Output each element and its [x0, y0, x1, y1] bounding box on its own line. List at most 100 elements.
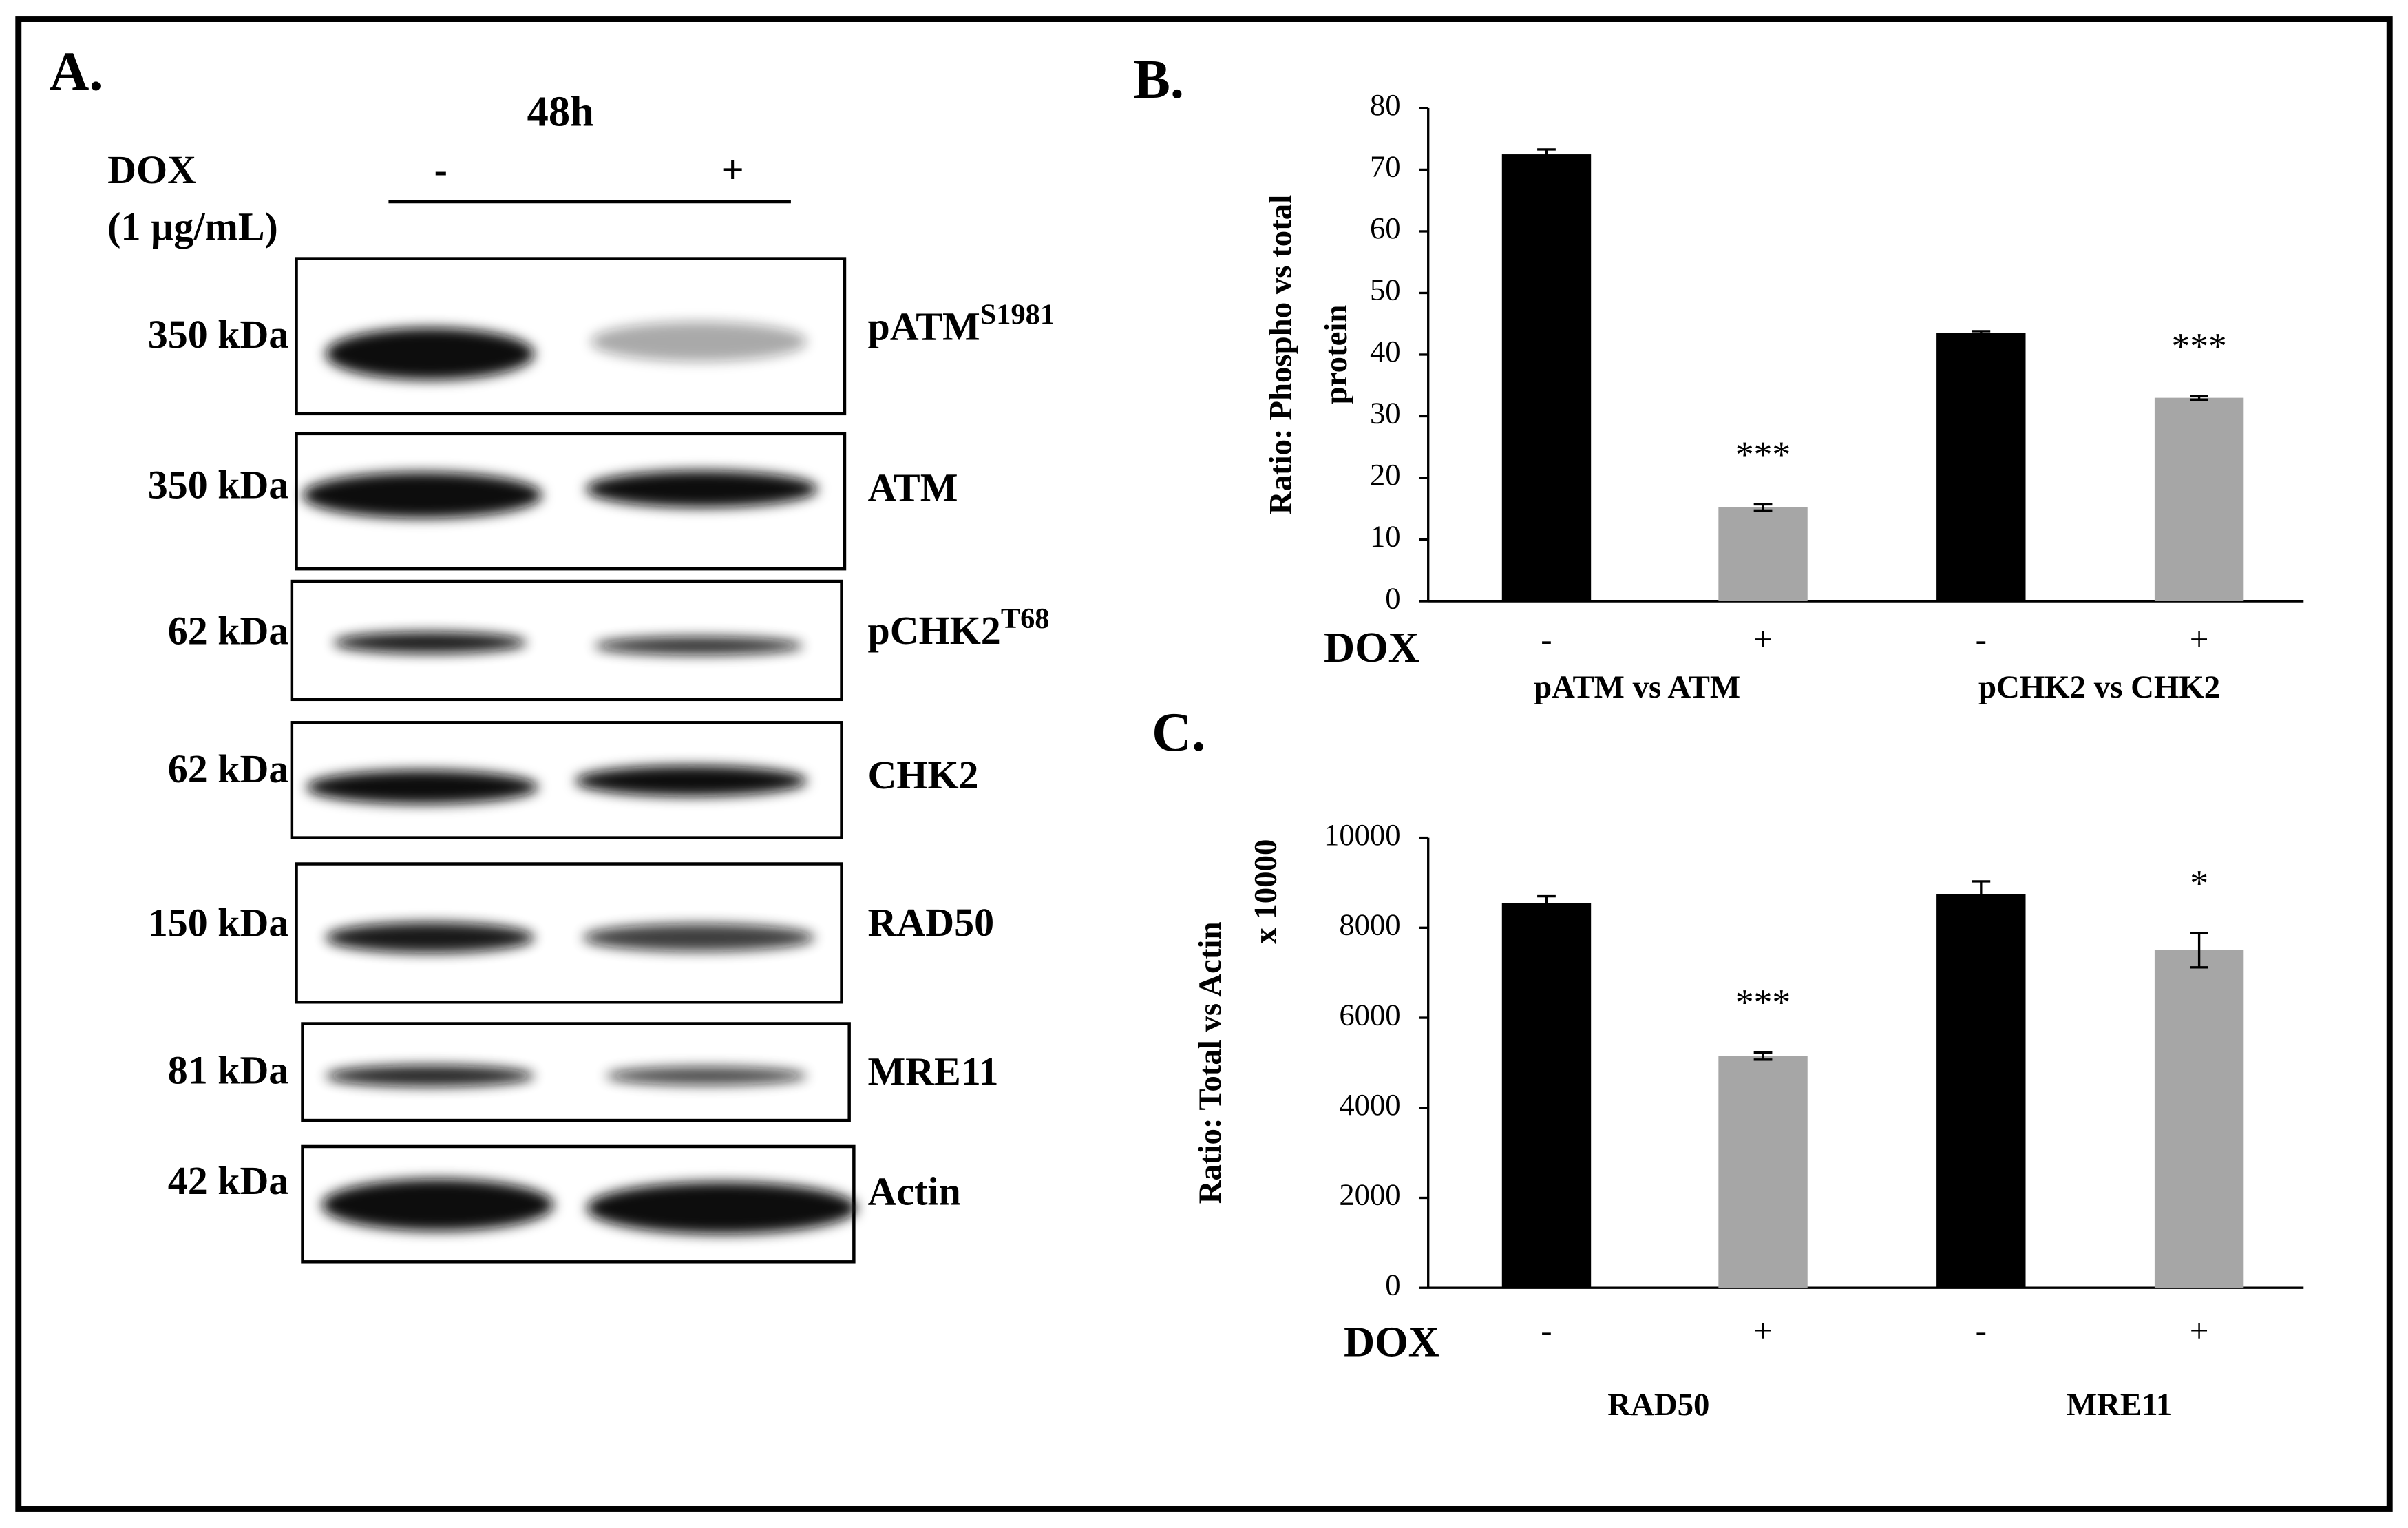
protein-name: pCHK2: [867, 608, 1000, 653]
protein-site: S1981: [980, 298, 1055, 331]
y-axis-label: Ratio: Total vs Actin: [1192, 922, 1228, 1204]
size-label: 42 kDa: [168, 1158, 289, 1203]
blot-band: [587, 1182, 857, 1235]
error-bar: [2190, 395, 2208, 401]
protein-label: pATMS1981: [867, 298, 1055, 349]
y-tick-label: 20: [1370, 457, 1401, 492]
protein-name: pATM: [867, 304, 980, 349]
protein-name: RAD50: [867, 900, 994, 945]
error-bar: [2190, 932, 2208, 969]
protein-name: MRE11: [867, 1049, 998, 1094]
protein-name: ATM: [867, 465, 958, 510]
group-label: pCHK2 vs CHK2: [1978, 669, 2220, 705]
blot-band: [302, 472, 542, 519]
y-axis-label: protein: [1318, 305, 1354, 405]
significance: ***: [1735, 434, 1791, 475]
blot-band: [325, 327, 535, 380]
significance: ***: [1735, 982, 1791, 1023]
size-label: 350 kDa: [148, 312, 289, 357]
blot-band: [306, 770, 538, 804]
protein-label: RAD50: [867, 900, 994, 945]
y-tick-label: 30: [1370, 396, 1401, 430]
panel-label: C.: [1152, 702, 1205, 763]
dose-label: (1 µg/mL): [107, 205, 278, 249]
lane-label: -: [434, 147, 447, 192]
time-label: 48h: [527, 87, 594, 135]
bar: [2154, 950, 2244, 1288]
protein-site: T68: [1001, 603, 1050, 635]
blot-band: [606, 1066, 807, 1085]
error-bar: [1537, 894, 1556, 911]
blot-band: [325, 922, 535, 953]
group-label: pATM vs ATM: [1534, 669, 1740, 705]
lane-label: +: [721, 147, 744, 192]
protein-label: ATM: [867, 465, 958, 510]
y-tick-label: 60: [1370, 211, 1401, 245]
blot-band: [333, 631, 527, 653]
blot-band: [575, 765, 807, 797]
y-tick-label: 8000: [1339, 908, 1400, 942]
blot-band: [325, 1065, 535, 1087]
blot-band: [594, 636, 803, 656]
y-tick-label: 0: [1385, 1267, 1400, 1301]
protein-label: Actin: [867, 1169, 960, 1214]
x-tick-label: -: [1541, 620, 1552, 658]
x-tick-label: -: [1976, 1311, 1987, 1349]
x-tick-label: +: [2190, 620, 2209, 658]
size-label: 81 kDa: [168, 1047, 289, 1092]
x-axis-label: DOX: [1324, 623, 1419, 671]
y-tick-label: 10: [1370, 519, 1401, 554]
panel-label: B.: [1133, 49, 1184, 110]
x-tick-label: -: [1541, 1311, 1552, 1349]
y-tick-label: 0: [1385, 580, 1400, 615]
y-axis-label: Ratio: Phospho vs total: [1263, 195, 1299, 514]
bar: [1936, 894, 2026, 1288]
y-scale-label: x 10000: [1247, 839, 1283, 944]
significance: *: [2190, 863, 2208, 904]
y-tick-label: 50: [1370, 273, 1401, 307]
significance: ***: [2171, 325, 2226, 366]
size-label: 62 kDa: [168, 746, 289, 791]
bar: [2154, 397, 2244, 602]
protein-label: MRE11: [867, 1049, 998, 1094]
protein-name: CHK2: [867, 753, 978, 797]
x-axis-label: DOX: [1344, 1317, 1439, 1365]
error-bar: [1753, 503, 1773, 512]
blot-band: [590, 322, 807, 362]
size-label: 150 kDa: [148, 900, 289, 945]
x-tick-label: +: [2190, 1311, 2209, 1349]
y-tick-label: 4000: [1339, 1087, 1400, 1122]
protein-label: CHK2: [867, 753, 978, 797]
bar: [1501, 154, 1592, 602]
blot-band: [321, 1178, 554, 1231]
protein-name: Actin: [867, 1169, 960, 1214]
bar: [1501, 903, 1592, 1288]
y-tick-label: 70: [1370, 149, 1401, 184]
error-bar: [1537, 148, 1556, 160]
protein-label: pCHK2T68: [867, 603, 1049, 653]
error-bar: [1972, 330, 1991, 337]
bar: [1718, 1056, 1808, 1288]
x-tick-label: +: [1753, 620, 1773, 658]
group-label: RAD50: [1607, 1387, 1709, 1423]
bar: [1718, 507, 1808, 602]
x-tick-label: -: [1976, 620, 1987, 658]
size-label: 62 kDa: [168, 608, 289, 653]
size-label: 350 kDa: [148, 462, 289, 507]
y-tick-label: 2000: [1339, 1178, 1400, 1212]
blot-band: [586, 470, 818, 507]
bar: [1936, 333, 2026, 602]
group-label: MRE11: [2067, 1387, 2173, 1423]
x-tick-label: +: [1753, 1311, 1773, 1349]
error-bar: [1972, 880, 1991, 908]
blot: 350 kDa pATMS1981 350 kDa ATM 62 kDa pCHK2T68…: [148, 257, 1055, 1264]
panel-label: A.: [49, 41, 103, 103]
error-bar: [1753, 1051, 1773, 1061]
treatment-label: DOX: [107, 147, 196, 192]
y-tick-label: 80: [1370, 87, 1401, 122]
blot-band: [582, 923, 815, 952]
y-tick-label: 10000: [1324, 817, 1401, 852]
y-tick-label: 40: [1370, 334, 1401, 368]
y-tick-label: 6000: [1339, 997, 1400, 1032]
